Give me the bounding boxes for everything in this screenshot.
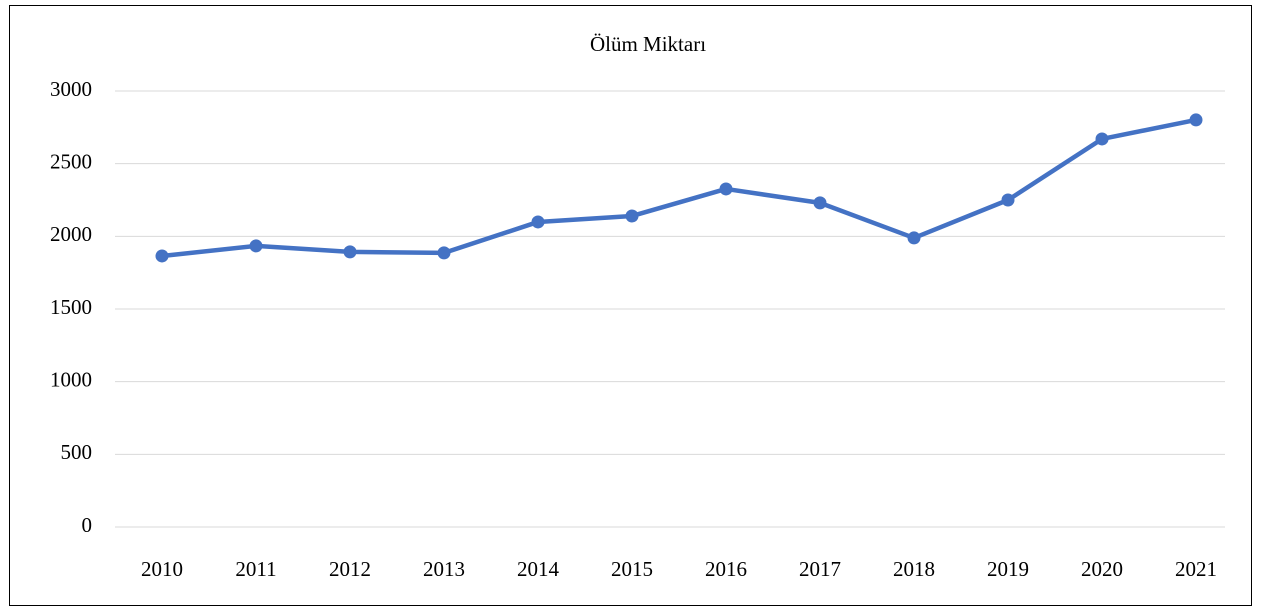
marker [907, 231, 921, 245]
x-tick-label: 2020 [1081, 557, 1123, 581]
marker [531, 215, 545, 229]
x-tick-label: 2014 [517, 557, 560, 581]
y-tick-label: 3000 [50, 77, 92, 101]
marker [1095, 132, 1109, 146]
y-tick-label: 0 [82, 513, 93, 537]
x-tick-label: 2010 [141, 557, 183, 581]
marker [719, 182, 733, 196]
marker [1001, 193, 1015, 207]
x-tick-label: 2011 [235, 557, 276, 581]
y-tick-label: 2500 [50, 149, 92, 173]
chart-border [9, 5, 1252, 606]
y-tick-label: 2000 [50, 222, 92, 246]
y-tick-label: 1500 [50, 295, 92, 319]
marker [249, 239, 263, 253]
y-tick-label: 500 [61, 440, 93, 464]
line [161, 117, 1197, 259]
x-tick-label: 2021 [1175, 557, 1217, 581]
x-tick-label: 2013 [423, 557, 465, 581]
marker [437, 246, 451, 260]
chart-title: Ölüm Miktarı [590, 32, 706, 56]
x-tick-label: 2017 [799, 557, 841, 581]
marker [625, 209, 639, 223]
y-tick-label: 1000 [50, 367, 92, 391]
x-tick-label: 2015 [611, 557, 653, 581]
marker [343, 245, 357, 259]
x-tick-label: 2012 [329, 557, 371, 581]
marker [1189, 113, 1203, 127]
x-tick-label: 2018 [893, 557, 935, 581]
x-tick-label: 2019 [987, 557, 1029, 581]
marker [155, 249, 169, 263]
x-tick-label: 2016 [705, 557, 747, 581]
marker [813, 196, 827, 210]
